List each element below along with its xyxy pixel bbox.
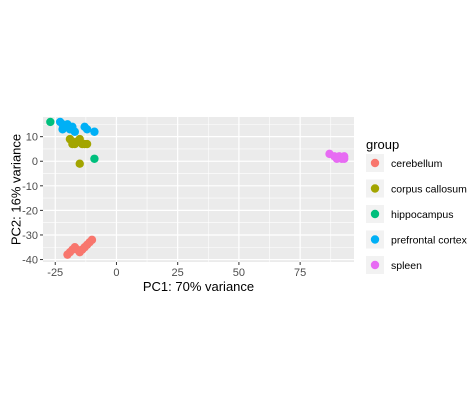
x-tick-label: -25 [47, 267, 63, 279]
y-tick-label: -40 [22, 255, 38, 267]
y-tick-label: -10 [22, 181, 38, 193]
legend-key-corpus-callosum [370, 184, 380, 193]
y-tick-label: 10 [26, 132, 38, 144]
y-tick-label: -20 [22, 205, 38, 217]
legend-label: spleen [391, 260, 422, 272]
y-tick-label: -30 [22, 230, 38, 242]
legend-key-spleen [370, 260, 380, 270]
data-point-prefrontal-cortex [58, 125, 67, 134]
data-point-corpus-callosum [82, 139, 92, 149]
x-axis-ticks: -25 0 25 50 75 [47, 262, 306, 279]
data-point-hippocampus [46, 117, 55, 127]
legend-title: group [366, 137, 399, 152]
y-tick-label: 0 [32, 156, 38, 168]
y-axis-ticks: -40 -30 -20 -10 0 10 [22, 132, 43, 267]
legend: group cerebellum corpus callosum hippocamp… [366, 137, 468, 274]
data-points [46, 117, 349, 259]
legend-key-hippocampus [370, 209, 380, 219]
data-point-hippocampus [90, 154, 99, 163]
data-point-corpus-callosum [75, 159, 84, 168]
legend-key-cerebellum [370, 158, 380, 168]
data-point-prefrontal-cortex [90, 127, 99, 136]
data-point-prefrontal-cortex [82, 125, 92, 134]
data-point-cerebellum [87, 235, 97, 245]
x-axis-title: PC1: 70% variance [143, 279, 254, 294]
legend-label: cerebellum [391, 158, 443, 170]
data-point-corpus-callosum [68, 139, 77, 149]
legend-label: prefrontal cortex [391, 235, 468, 247]
y-axis-title: PC2: 16% variance [9, 134, 24, 245]
x-tick-label: 25 [172, 267, 184, 279]
x-tick-label: 50 [233, 267, 245, 279]
x-tick-label: 75 [294, 267, 306, 279]
data-point-spleen [340, 154, 349, 163]
data-point-prefrontal-cortex [70, 127, 80, 136]
legend-label: corpus callosum [391, 184, 467, 196]
minor-gridlines [43, 117, 354, 262]
legend-label: hippocampus [391, 209, 453, 221]
legend-key-prefrontal-cortex [370, 235, 380, 244]
x-tick-label: 0 [113, 267, 119, 279]
